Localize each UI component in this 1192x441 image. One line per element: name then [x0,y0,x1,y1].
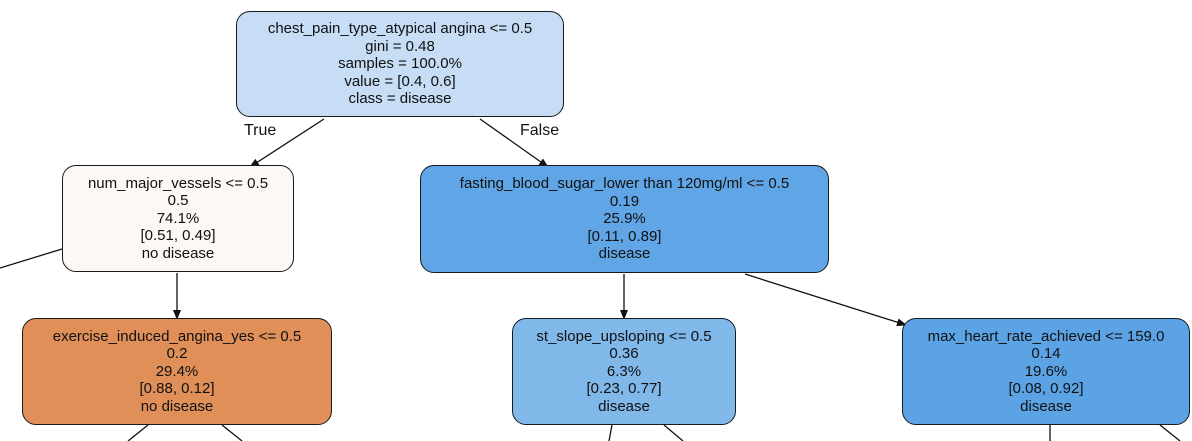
node-left-line-1: num_major_vessels <= 0.5 [88,175,268,193]
node-right-child-line-3: 19.6% [1025,363,1068,381]
node-mid-child-line-5: disease [598,398,650,416]
node-right-line-4: [0.11, 0.89] [588,228,662,246]
node-right-child-line-1: max_heart_rate_achieved <= 159.0 [928,328,1165,346]
node-mid-child: st_slope_upsloping <= 0.5 0.36 6.3% [0.2… [512,318,736,425]
node-left-child: exercise_induced_angina_yes <= 0.5 0.2 2… [22,318,332,425]
node-left-child-line-3: 29.4% [156,363,199,381]
edge-stub-4 [664,425,683,441]
node-right-line-2: 0.19 [610,193,639,211]
node-mid-child-line-4: [0.23, 0.77] [586,380,661,398]
node-root-line-3: samples = 100.0% [338,55,462,73]
node-mid-child-line-2: 0.36 [609,345,638,363]
node-right-child: max_heart_rate_achieved <= 159.0 0.14 19… [902,318,1190,425]
node-right-child-line-5: disease [1020,398,1072,416]
node-left-child-line-5: no disease [141,398,214,416]
node-mid-child-line-1: st_slope_upsloping <= 0.5 [536,328,711,346]
edge-label-true: True [244,122,276,140]
node-left-line-3: 74.1% [157,210,200,228]
node-root-line-5: class = disease [349,90,452,108]
node-right-line-1: fasting_blood_sugar_lower than 120mg/ml … [460,175,789,193]
node-root-line-1: chest_pain_type_atypical angina <= 0.5 [268,20,532,38]
edge-stub-2 [222,425,242,441]
edge-stub-1 [128,425,148,441]
edge-right-to-right-child [745,274,906,325]
edge-left-to-offscreen [0,249,62,268]
edge-label-false: False [520,122,559,140]
node-left-child-line-4: [0.88, 0.12] [139,380,214,398]
node-left-line-5: no disease [142,245,215,263]
node-root: chest_pain_type_atypical angina <= 0.5 g… [236,11,564,117]
edge-stub-6 [1160,425,1180,441]
node-right: fasting_blood_sugar_lower than 120mg/ml … [420,165,829,273]
node-left-line-4: [0.51, 0.49] [140,227,215,245]
node-left-line-2: 0.5 [168,192,189,210]
node-left-child-line-1: exercise_induced_angina_yes <= 0.5 [53,328,302,346]
node-right-child-line-4: [0.08, 0.92] [1008,380,1083,398]
node-right-child-line-2: 0.14 [1031,345,1060,363]
node-root-line-2: gini = 0.48 [365,38,435,56]
node-right-line-5: disease [599,245,651,263]
node-right-line-3: 25.9% [603,210,646,228]
node-root-line-4: value = [0.4, 0.6] [344,73,455,91]
node-left-child-line-2: 0.2 [167,345,188,363]
node-mid-child-line-3: 6.3% [607,363,641,381]
edge-stub-3 [609,425,612,441]
node-left: num_major_vessels <= 0.5 0.5 74.1% [0.51… [62,165,294,272]
